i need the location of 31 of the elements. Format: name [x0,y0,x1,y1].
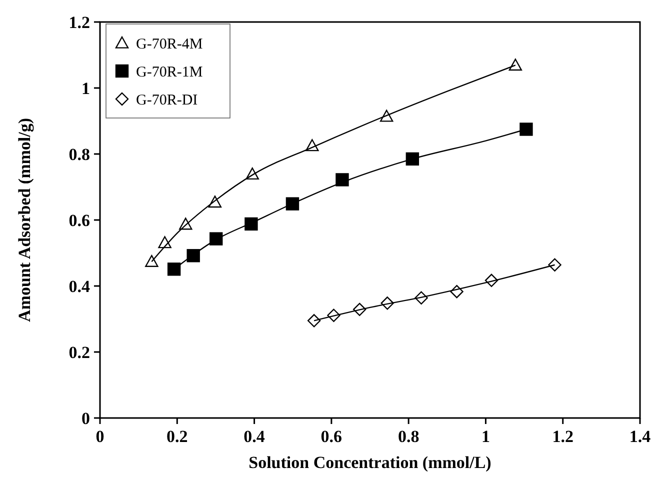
point [307,314,321,328]
point [186,249,200,262]
point [167,262,181,276]
legend-label: G-70R-DI [136,92,198,108]
x-tick-label: 1 [481,427,490,446]
x-tick-label: 0.2 [166,427,188,446]
x-tick-label: 0.4 [244,427,266,446]
x-tick-label: 1.2 [552,427,574,446]
x-tick-label: 0.6 [320,427,342,446]
y-tick-label: 0.2 [68,342,90,362]
point [286,197,300,210]
x-tick-label: 0 [96,427,104,446]
point [336,173,349,186]
point [508,58,522,71]
y-tick-label: 0.8 [68,144,90,164]
y-tick-label: 1 [82,78,90,98]
point [244,217,258,231]
point [548,258,562,272]
point [145,254,158,267]
y-tick-label: 0 [82,408,90,428]
x-axis-title: Solution Concentration (mmol/L) [248,453,492,472]
y-tick-label: 1.2 [68,12,90,32]
x-tick-label: 1.4 [629,427,652,446]
x-tick-label: 0.8 [398,427,420,446]
point [210,232,223,246]
y-axis-title: Amount Adsorbed (mmol/g) [15,118,34,322]
point [520,122,533,136]
legend-label: G-70R-4M [136,36,203,52]
y-tick-label: 0.6 [68,210,90,230]
y-tick-label: 0.4 [68,276,90,296]
legend-label: G-70R-1M [136,64,203,80]
